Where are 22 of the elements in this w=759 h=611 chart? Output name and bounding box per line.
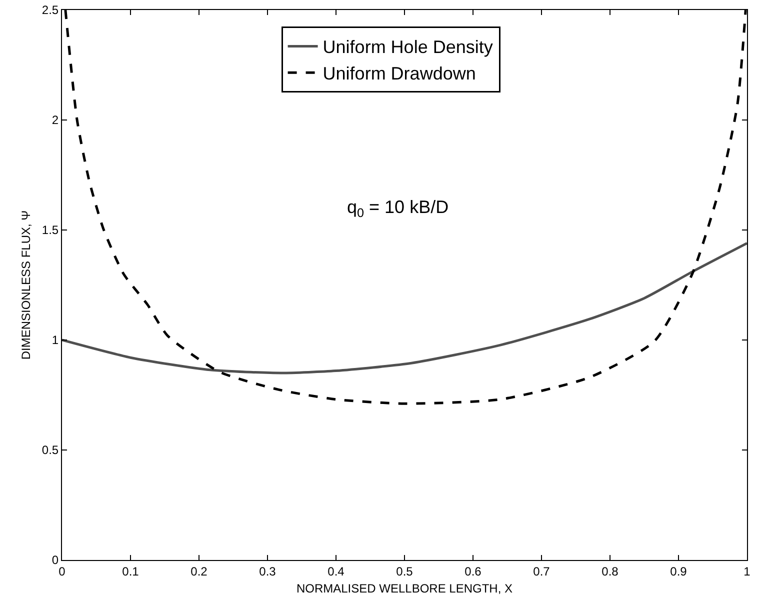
x-tick-label: 0.9 (670, 564, 688, 578)
y-tick-label: 0 (52, 553, 59, 568)
y-tick-label: 0.5 (42, 443, 59, 458)
annotation: q$_{0}$ = 10 kB/D (347, 197, 449, 220)
legend-label: Uniform Hole Density (322, 37, 493, 58)
x-tick-label: 0.6 (464, 564, 482, 578)
x-tick-label: 0.3 (259, 564, 276, 578)
x-tick-label: 1 (744, 564, 751, 578)
x-axis-title: NORMALISED WELLBORE LENGTH, X (296, 581, 513, 596)
x-tick-label: 0.5 (396, 564, 414, 578)
x-tick-label: 0.8 (602, 564, 619, 578)
y-tick-label: 1.5 (42, 223, 59, 238)
x-tick-label: 0.2 (190, 564, 208, 578)
y-tick-label: 1 (52, 333, 59, 348)
line-series (62, 242, 747, 374)
x-tick-label: 0.4 (328, 564, 345, 578)
x-tick-label: 0.1 (122, 564, 140, 578)
x-tick-label: 0.7 (533, 564, 550, 578)
y-tick-label: 2.5 (42, 3, 59, 18)
y-axis-title: DIMENSIONLESS FLUX, Ψ (19, 210, 34, 360)
y-tick-label: 2 (52, 113, 59, 128)
legend-label: Uniform Drawdown (322, 64, 476, 84)
